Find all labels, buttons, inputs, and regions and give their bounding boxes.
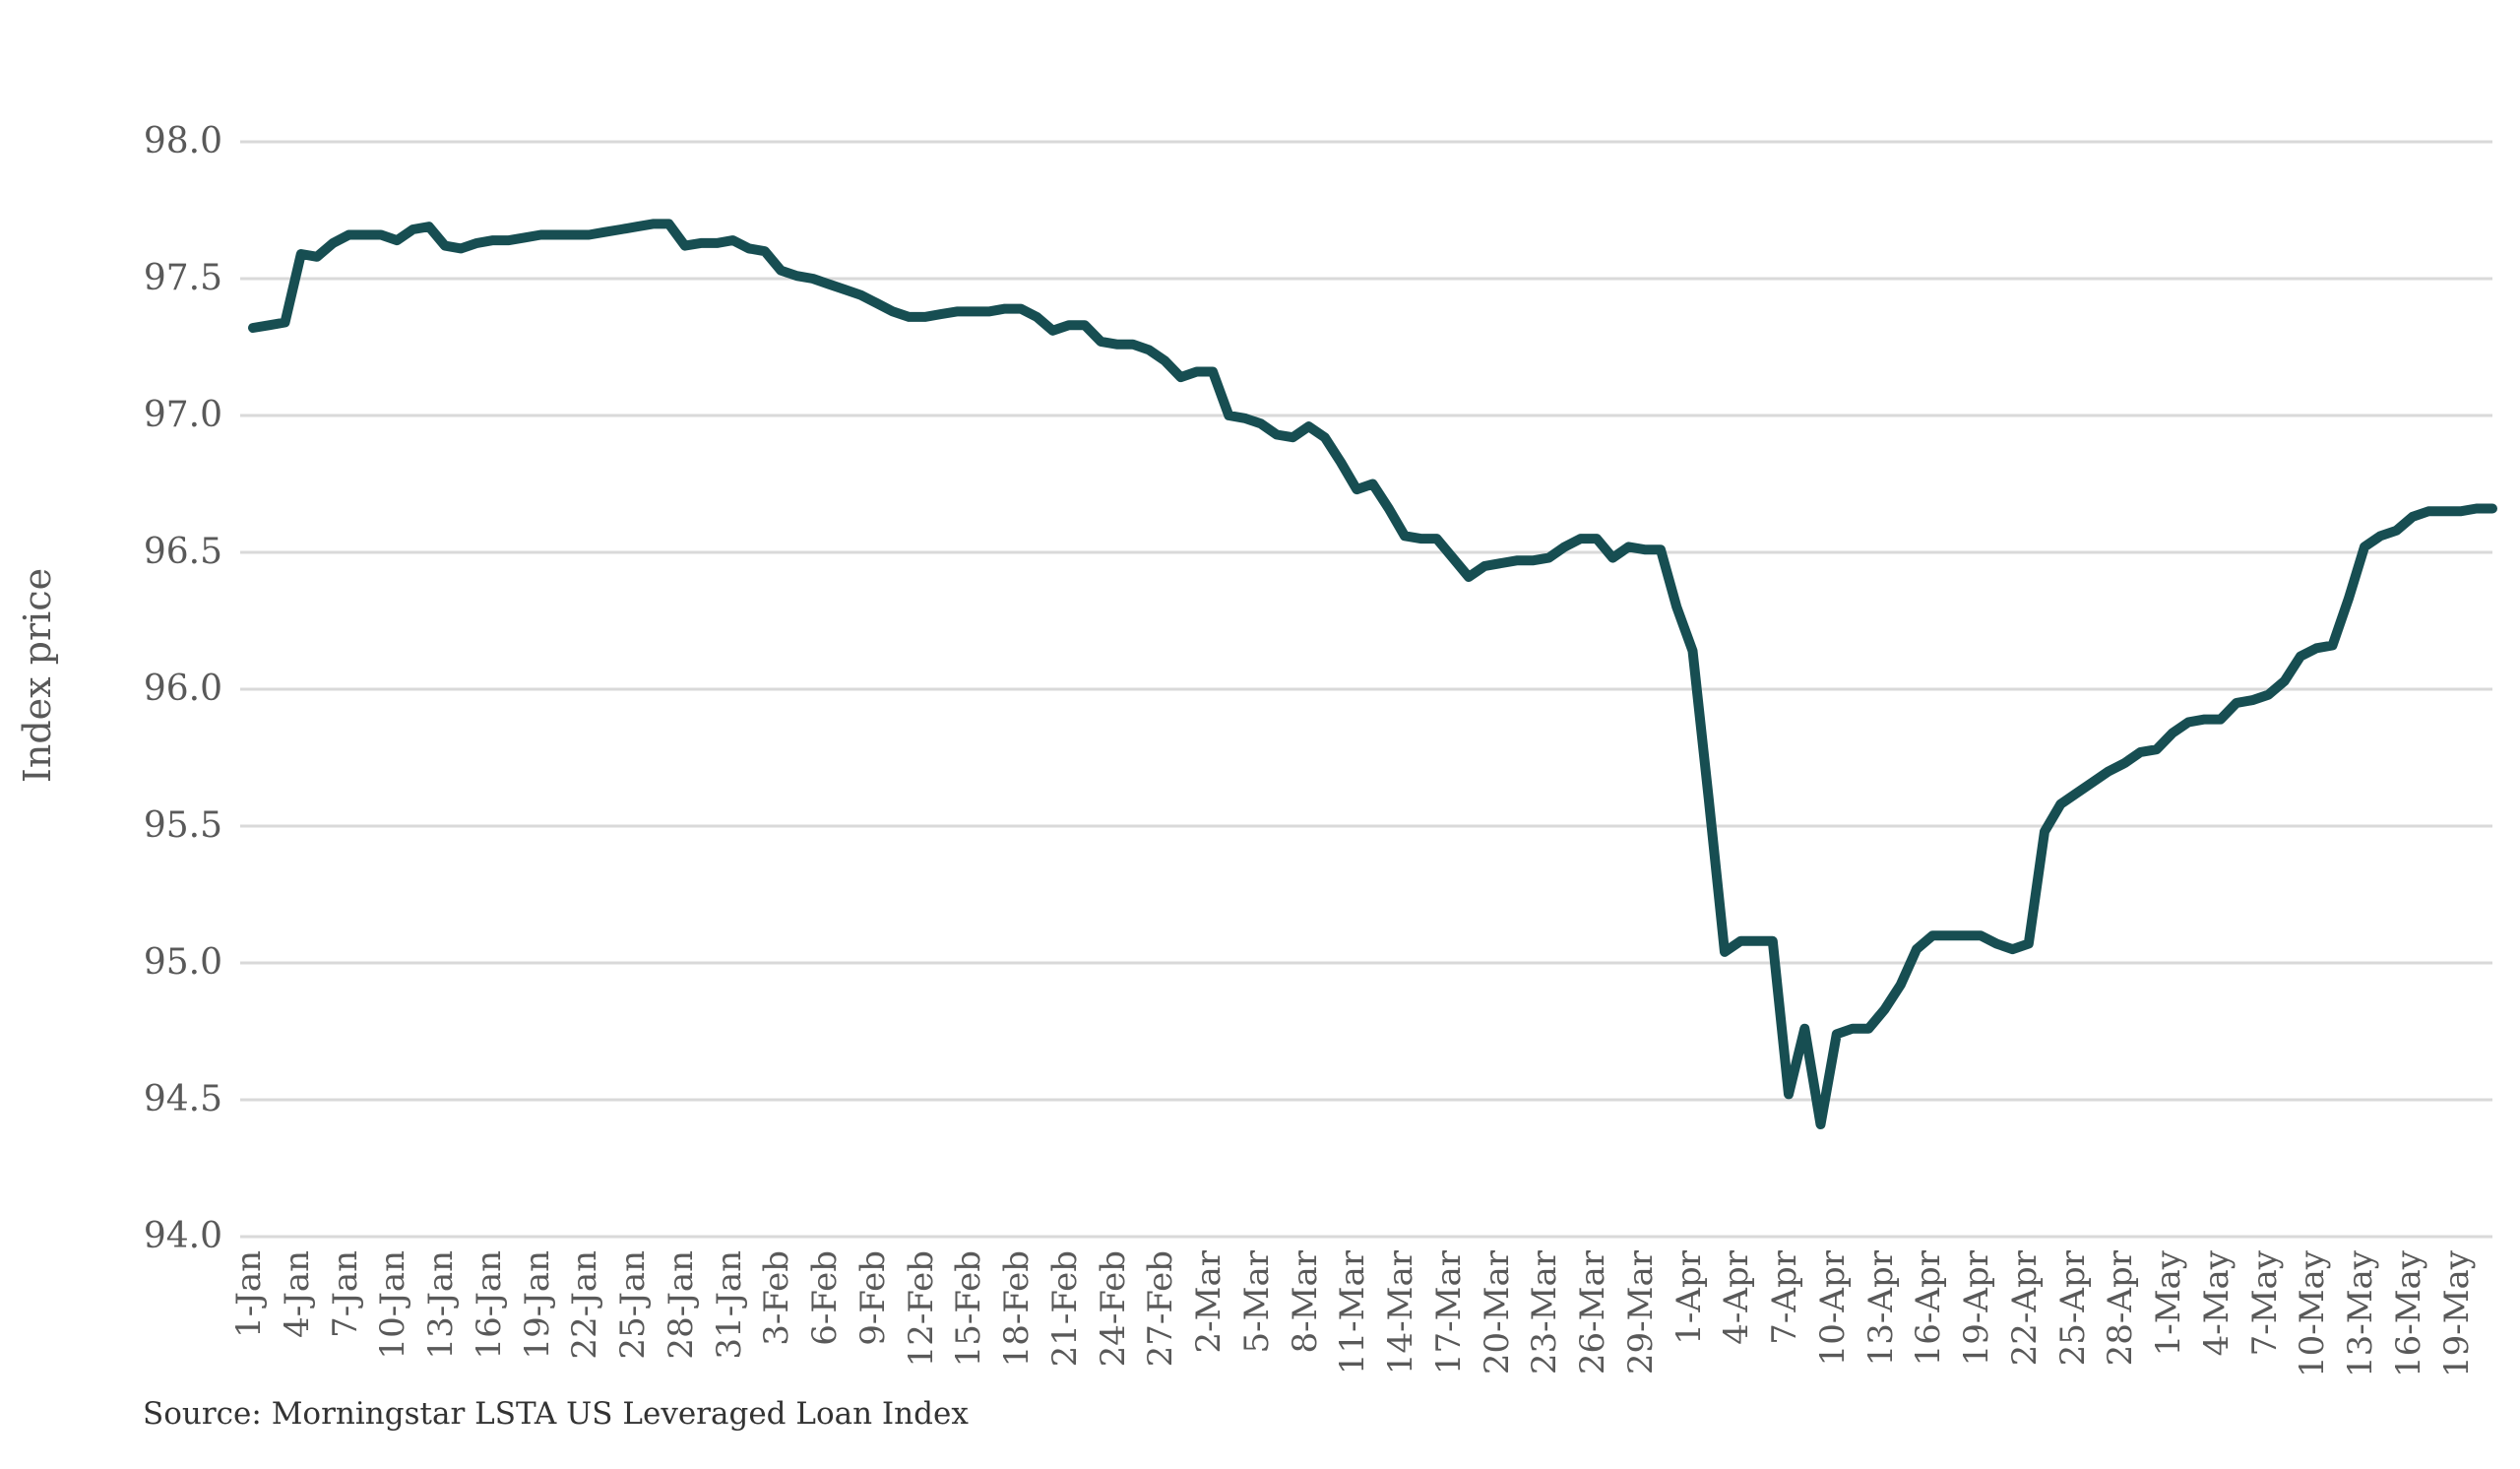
x-tick-label: 5-Mar [1236,1250,1277,1354]
x-tick-label: 27-Feb [1141,1250,1181,1368]
x-tick-label: 13-Apr [1860,1250,1901,1367]
x-tick-label: 10-May [2293,1250,2333,1378]
index-price-line [248,219,2497,1129]
x-tick-label: 26-Mar [1573,1250,1612,1375]
x-tick-label: 4-May [2196,1250,2236,1357]
y-tick-label: 96.0 [143,669,222,709]
x-tick-label: 24-Feb [1093,1250,1133,1368]
y-tick-label: 95.0 [143,942,222,983]
x-tick-label: 4-Jan [277,1250,317,1338]
x-tick-label: 19-Jan [517,1250,557,1360]
y-tick-label: 95.5 [143,805,222,846]
x-tick-label: 7-May [2244,1250,2285,1357]
x-tick-label: 8-Mar [1285,1250,1325,1354]
x-tick-label: 28-Jan [661,1250,701,1360]
y-tick-label: 96.5 [143,532,222,572]
x-tick-label: 20-Mar [1477,1250,1517,1375]
x-tick-label: 28-Apr [2101,1250,2141,1367]
x-tick-label: 3-Feb [757,1250,797,1346]
source-note: Source: Morningstar LSTA US Leveraged Lo… [143,1396,969,1432]
x-tick-label: 7-Jan [325,1250,365,1338]
x-tick-label: 16-May [2388,1250,2428,1378]
y-tick-label: 98.0 [143,121,222,161]
x-tick-label: 19-Apr [1957,1250,1996,1367]
x-tick-label: 16-Jan [469,1250,509,1360]
x-tick-label: 11-Mar [1333,1250,1373,1375]
y-tick-label: 94.0 [143,1216,222,1256]
x-tick-label: 13-Jan [421,1250,461,1360]
x-tick-label: 7-Apr [1765,1250,1804,1345]
x-tick-label: 10-Apr [1812,1250,1853,1367]
x-tick-label: 15-Feb [949,1250,989,1368]
x-tick-label: 6-Feb [805,1250,845,1346]
x-tick-label: 4-Apr [1717,1250,1757,1345]
x-tick-label: 16-Apr [1909,1250,1949,1367]
x-tick-label: 14-Mar [1381,1250,1420,1375]
x-tick-label: 2-Mar [1189,1250,1228,1354]
x-tick-label: 19-May [2436,1250,2477,1378]
x-tick-label: 1-Apr [1669,1250,1709,1345]
x-tick-label: 21-Feb [1044,1250,1085,1368]
x-tick-label: 22-Apr [2004,1250,2045,1367]
x-tick-label: 1-May [2149,1250,2188,1357]
x-tick-label: 13-May [2341,1250,2380,1378]
x-tick-label: 25-Apr [2052,1250,2093,1367]
x-tick-label: 31-Jan [709,1250,749,1360]
x-tick-label: 1-Jan [229,1250,269,1338]
x-tick-label: 10-Jan [373,1250,413,1360]
x-tick-label: 17-Mar [1428,1250,1469,1375]
x-tick-label: 25-Jan [613,1250,653,1360]
y-tick-label: 94.5 [143,1079,222,1119]
x-tick-label: 29-Mar [1620,1250,1661,1375]
x-tick-label: 22-Jan [565,1250,605,1360]
x-tick-label: 18-Feb [997,1250,1037,1368]
y-tick-label: 97.0 [143,395,222,435]
y-tick-label: 97.5 [143,258,222,298]
x-tick-label: 23-Mar [1525,1250,1565,1375]
x-tick-label: 9-Feb [852,1250,893,1346]
x-tick-label: 12-Feb [901,1250,941,1368]
